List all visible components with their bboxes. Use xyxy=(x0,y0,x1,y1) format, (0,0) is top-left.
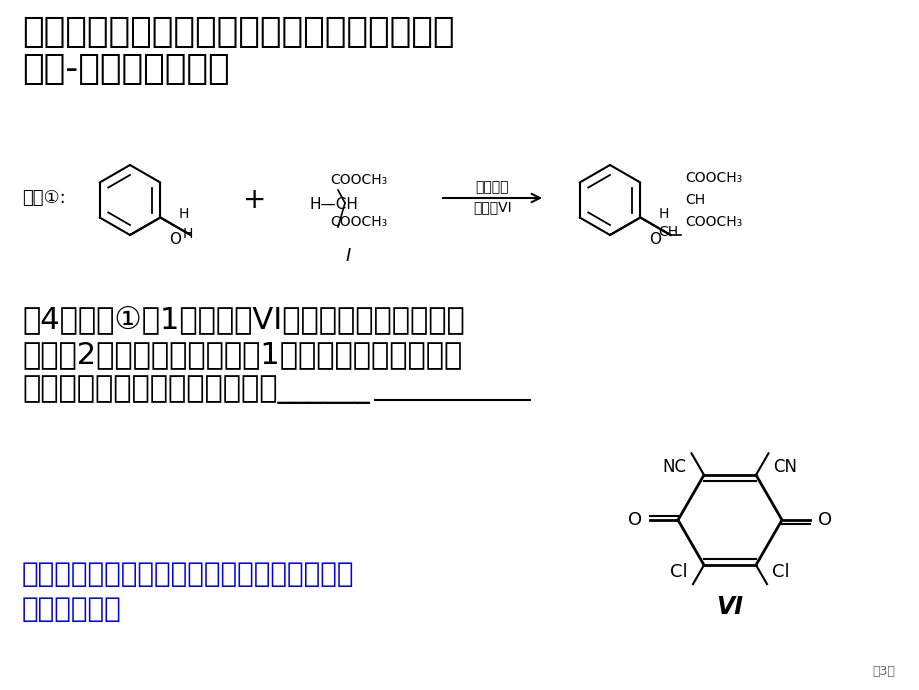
Text: CH: CH xyxy=(685,193,704,207)
Text: 交叉脱氢偶联反应是近年备受关注一类直接生: 交叉脱氢偶联反应是近年备受关注一类直接生 xyxy=(22,15,454,49)
Text: CH: CH xyxy=(658,225,678,239)
Text: H: H xyxy=(182,227,192,242)
Text: 识掌握情况。: 识掌握情况。 xyxy=(22,595,121,623)
Text: COOCH₃: COOCH₃ xyxy=(685,215,742,229)
Text: 考查了考生对双键发生加成反应断键和成键知: 考查了考生对双键发生加成反应断键和成键知 xyxy=(22,560,354,588)
Text: VI: VI xyxy=(716,595,743,619)
Text: COOCH₃: COOCH₃ xyxy=(330,173,387,187)
Text: Cl: Cl xyxy=(670,563,687,581)
Text: 一定条件: 一定条件 xyxy=(475,180,509,194)
Text: 子取得2个氢原子后，转变成1个芳香族化合物分子，: 子取得2个氢原子后，转变成1个芳香族化合物分子， xyxy=(22,340,461,369)
Text: （4）反应①中1个脱氢剂VI（结构简式下列图）分: （4）反应①中1个脱氢剂VI（结构简式下列图）分 xyxy=(22,305,464,334)
Text: H: H xyxy=(178,207,188,221)
Text: COOCH₃: COOCH₃ xyxy=(685,171,742,185)
Text: COOCH₃: COOCH₃ xyxy=(330,215,387,229)
Text: H—CH: H—CH xyxy=(310,197,358,212)
Text: 脱氢剂VI: 脱氢剂VI xyxy=(472,200,511,214)
Text: O: O xyxy=(169,232,181,247)
Text: O: O xyxy=(817,511,831,529)
Text: I: I xyxy=(345,247,350,265)
Text: O: O xyxy=(627,511,641,529)
Text: 该芳香族化合物分子结构简式为______: 该芳香族化合物分子结构简式为______ xyxy=(22,375,369,404)
Text: 成碳-碳单键新反应。: 成碳-碳单键新反应。 xyxy=(22,52,230,86)
Text: CN: CN xyxy=(773,458,797,476)
Text: H: H xyxy=(658,207,668,221)
Text: Cl: Cl xyxy=(771,563,789,581)
Text: 第3页: 第3页 xyxy=(871,665,894,678)
Text: NC: NC xyxy=(662,458,686,476)
Text: O: O xyxy=(649,232,661,247)
Text: 反应①:: 反应①: xyxy=(22,189,65,207)
Text: +: + xyxy=(243,186,267,214)
